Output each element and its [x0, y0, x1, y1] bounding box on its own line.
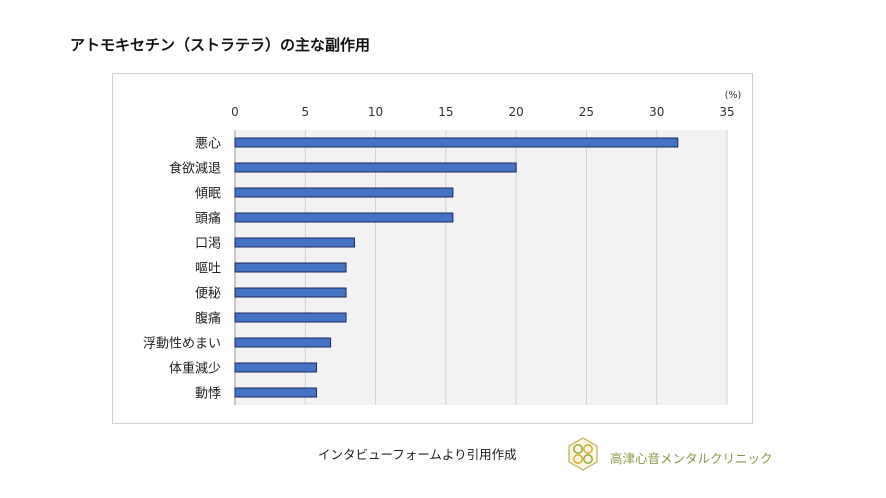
x-tick-label: 10 — [368, 105, 383, 119]
unit-label: (%) — [725, 90, 741, 101]
bar — [234, 262, 347, 273]
bar — [234, 137, 679, 148]
source-note: インタビューフォームより引用作成 — [318, 447, 517, 462]
bar — [234, 312, 347, 323]
x-tick-label: 5 — [301, 105, 309, 119]
x-tick-label: 20 — [509, 105, 524, 119]
clinic-logo-icon — [568, 437, 598, 471]
category-label: 体重減少 — [169, 361, 221, 377]
bar — [234, 387, 318, 398]
x-tick-label: 25 — [579, 105, 594, 119]
category-label: 嘔吐 — [195, 262, 221, 277]
bar — [234, 337, 332, 348]
category-label: 悪心 — [195, 137, 221, 152]
bar — [234, 162, 517, 173]
category-label: 便秘 — [195, 287, 221, 302]
category-label: 口渇 — [195, 236, 221, 252]
x-tick-label: 15 — [438, 105, 453, 119]
category-label: 頭痛 — [195, 211, 221, 227]
x-tick-label: 0 — [231, 105, 239, 119]
bar — [234, 287, 347, 298]
bar — [234, 187, 454, 198]
bar — [234, 212, 454, 223]
category-label: 傾眠 — [195, 187, 221, 202]
category-label: 腹痛 — [195, 311, 221, 327]
category-label: 動悸 — [195, 387, 221, 402]
clinic-name: 高津心音メンタルクリニック — [610, 451, 773, 466]
x-tick-label: 35 — [719, 105, 734, 119]
chart-title: アトモキセチン（ストラテラ）の主な副作用 — [70, 36, 371, 54]
category-label: 食欲減退 — [169, 161, 221, 177]
bar — [234, 362, 318, 373]
category-label: 浮動性めまい — [143, 337, 221, 352]
bar — [234, 237, 355, 248]
x-tick-label: 30 — [649, 105, 664, 119]
